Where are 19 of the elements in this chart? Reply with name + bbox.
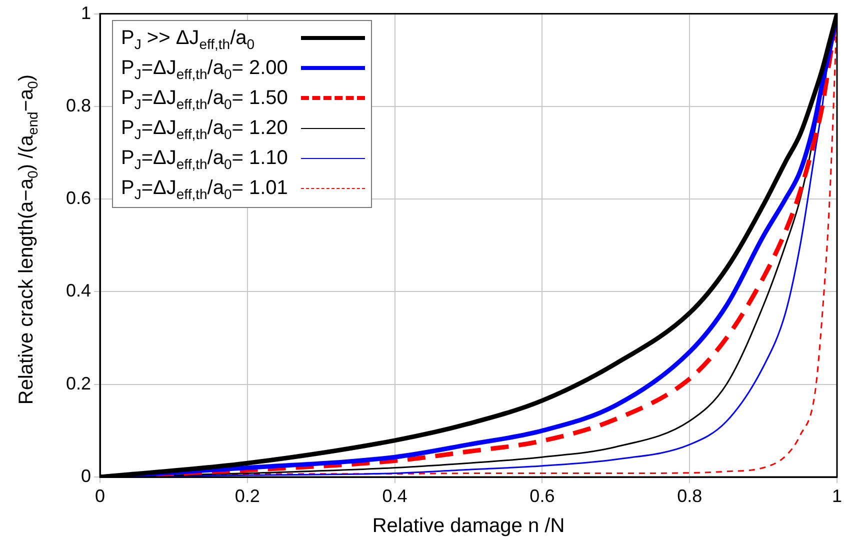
- x-tick-label: 0: [94, 486, 106, 506]
- legend-label: P$_{J}$ >> ΔJ$_{eff,th}$/a$_{0}$: [121, 26, 256, 52]
- y-tick-label: 0.6: [66, 188, 91, 208]
- legend-label: P$_{J}$=ΔJ$_{eff,th}$/a$_{0}$= 1.10: [121, 146, 289, 172]
- legend-label: P$_{J}$=ΔJ$_{eff,th}$/a$_{0}$= 1.01: [121, 176, 289, 202]
- y-tick-label: 0.8: [66, 95, 91, 116]
- x-tick-label: 0.2: [234, 486, 260, 506]
- x-tick-label: 0.8: [677, 486, 702, 506]
- y-tick-label: 0.2: [66, 373, 91, 394]
- legend-label: P$_{J}$=ΔJ$_{eff,th}$/a$_{0}$= 1.50: [121, 86, 289, 112]
- x-tick-label: 1: [832, 486, 842, 506]
- y-tick-label: 0: [80, 466, 91, 486]
- y-tick-label: 1: [80, 2, 91, 23]
- x-axis-title: Relative damage n /N: [371, 515, 566, 538]
- x-tick-label: 0.4: [382, 486, 408, 506]
- legend-label: P$_{J}$=ΔJ$_{eff,th}$/a$_{0}$= 1.20: [121, 116, 289, 142]
- legend-label: P$_{J}$=ΔJ$_{eff,th}$/a$_{0}$= 2.00: [121, 56, 289, 82]
- y-tick-label: 0.4: [66, 280, 91, 301]
- x-tick-label: 0.6: [530, 486, 555, 506]
